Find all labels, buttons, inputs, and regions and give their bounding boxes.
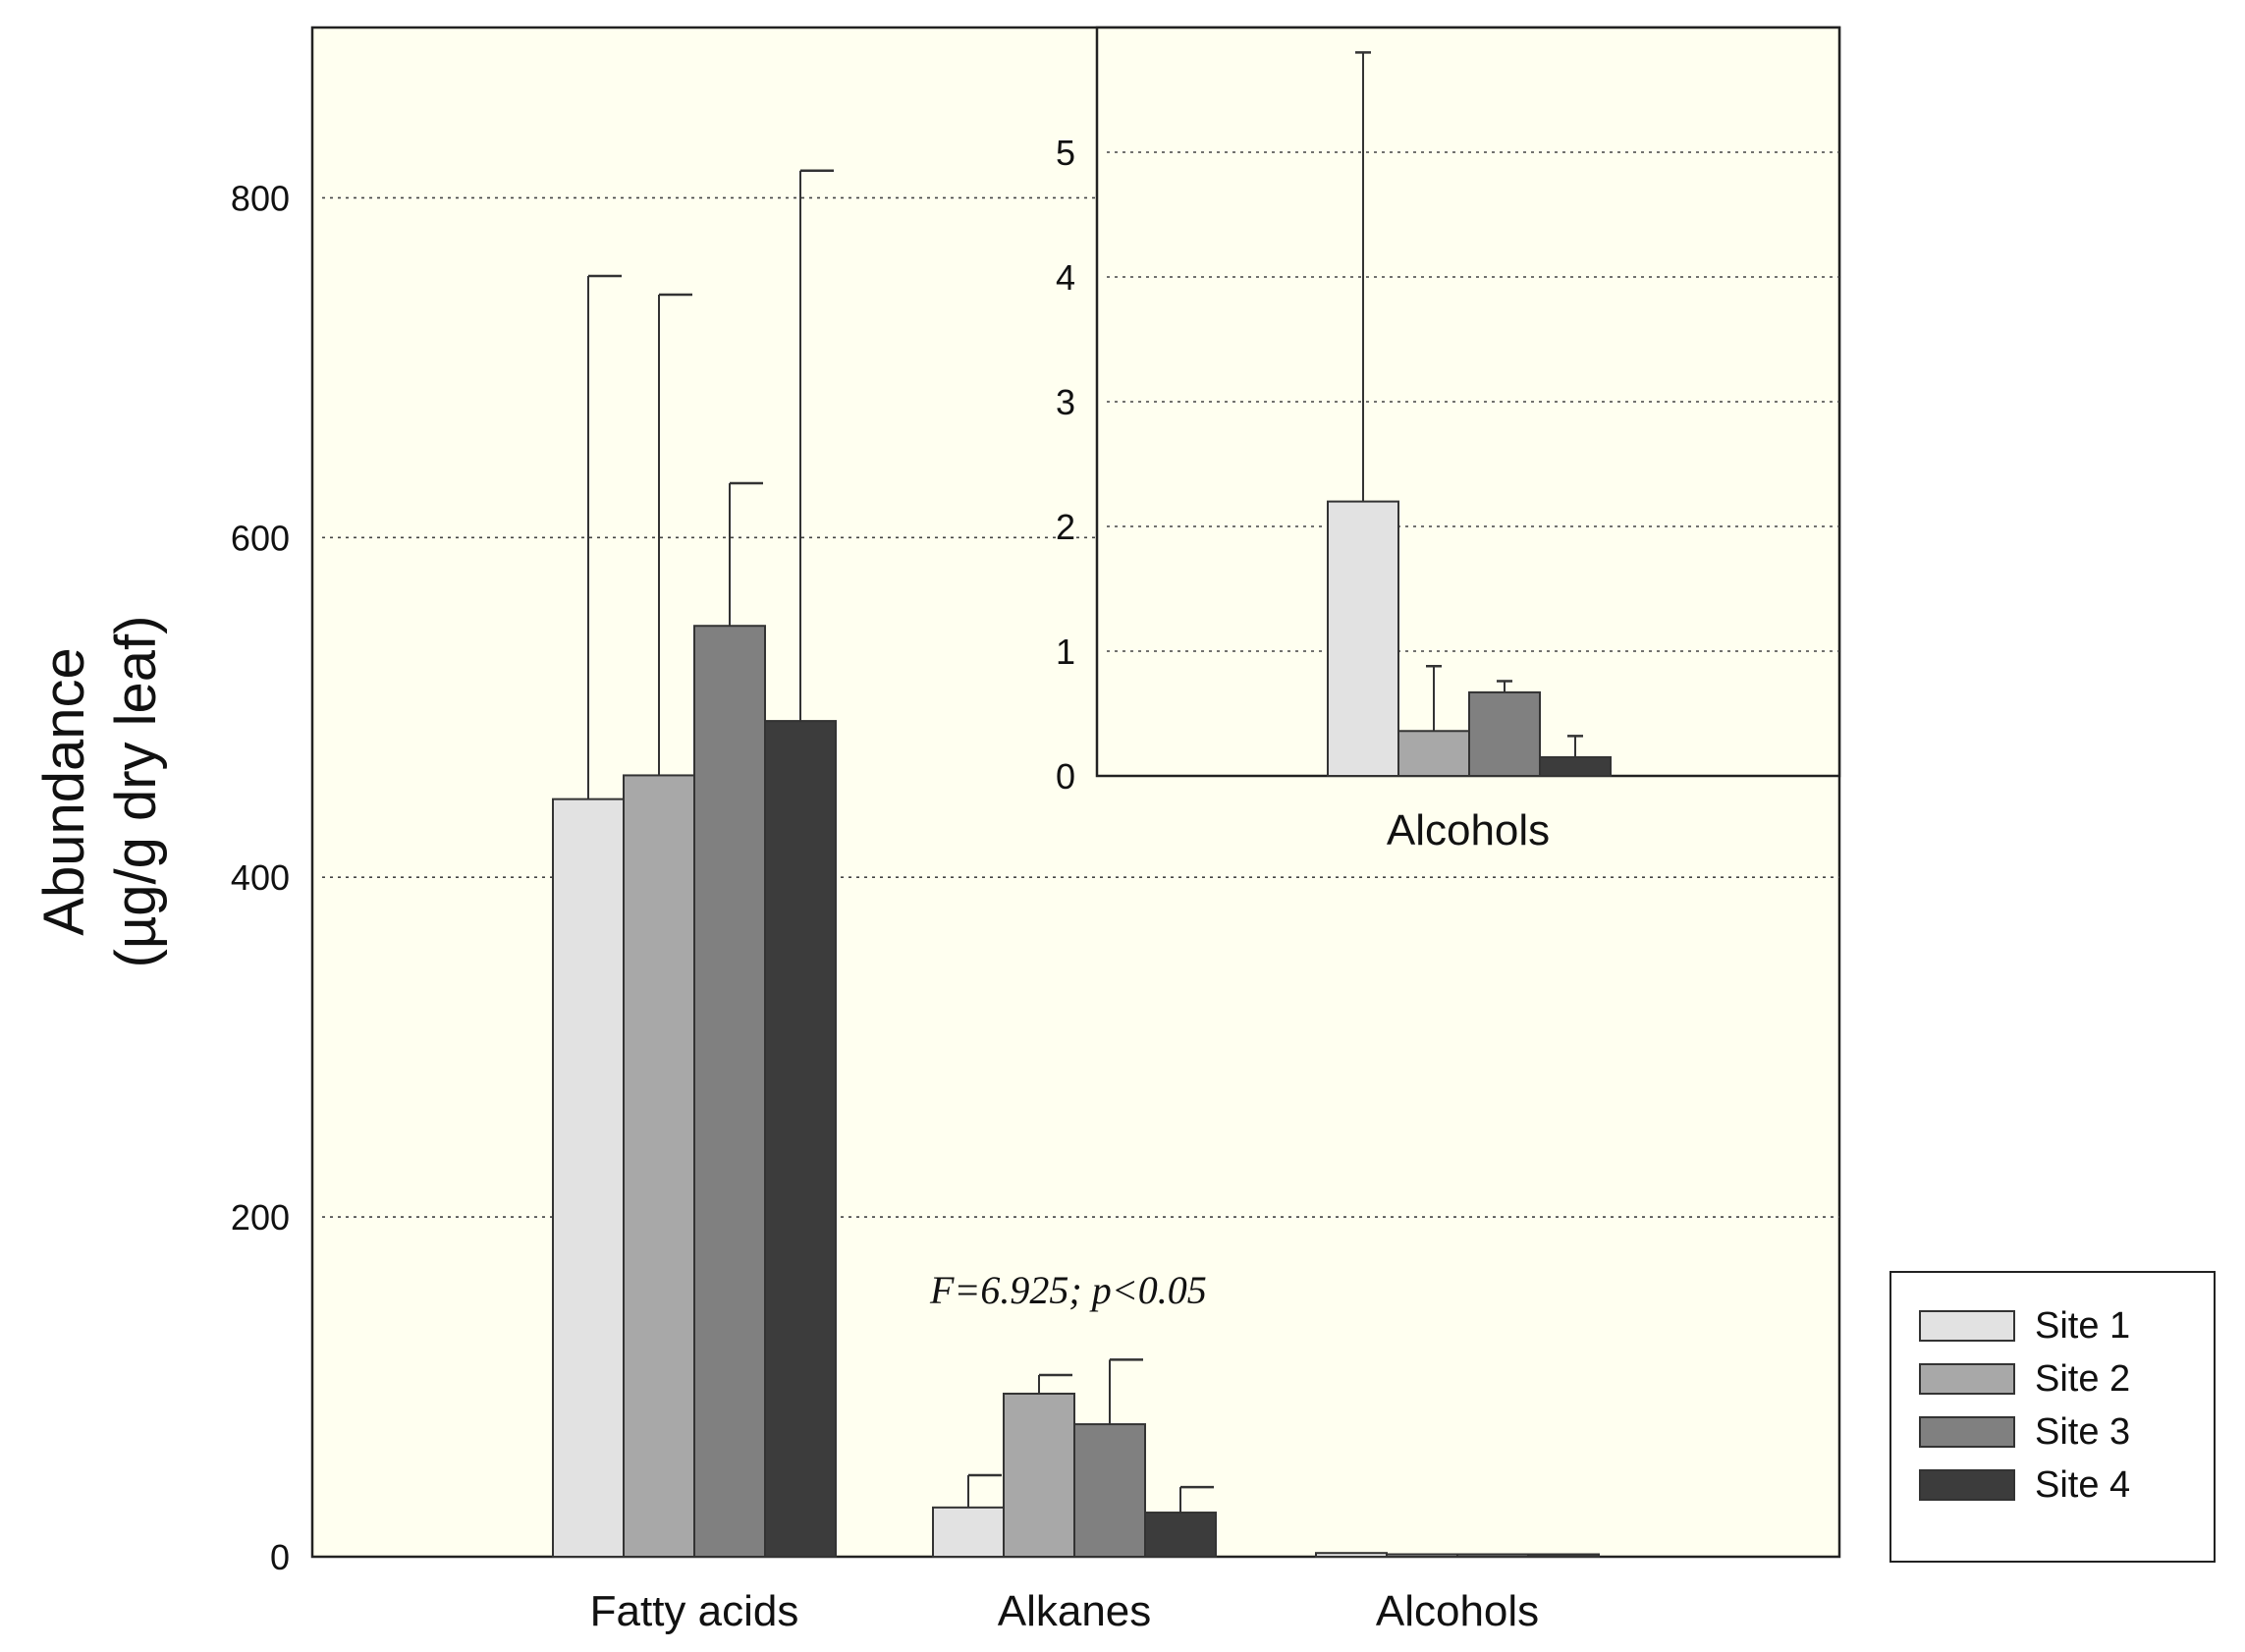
inset-bar-alcohols-site-4	[1539, 755, 1612, 778]
main-error-bars	[587, 169, 1214, 1514]
y-tick-label-400: 400	[231, 857, 290, 898]
y-tick-label-600: 600	[231, 518, 290, 558]
main-y-axis: 0 200 400 600 800	[231, 178, 290, 1577]
inset-error-bars	[1355, 51, 1583, 757]
inset-y-tick-label-2: 2	[1056, 507, 1075, 547]
bar-alcohols-site-2	[1386, 1553, 1458, 1558]
inset-y-tick-label-4: 4	[1056, 257, 1075, 298]
inset-y-tick-label-1: 1	[1056, 632, 1075, 672]
bar-fatty-acids-site-3	[693, 625, 766, 1558]
y-axis-unit: (µg/g dry leaf)	[104, 616, 168, 968]
main-bars	[552, 625, 1600, 1559]
bar-alkanes-site-1	[932, 1506, 1005, 1558]
legend-label-site-2: Site 2	[2035, 1358, 2130, 1400]
main-x-axis: Fatty acids Alkanes Alcohols	[590, 1587, 1540, 1635]
inset-y-tick-label-5: 5	[1056, 133, 1075, 173]
inset-bar-alcohols-site-1	[1327, 500, 1399, 777]
legend: Site 1 Site 2 Site 3 Site 4	[1919, 1305, 2130, 1506]
bar-alcohols-site-1	[1315, 1552, 1388, 1558]
y-tick-label-0: 0	[270, 1537, 290, 1577]
stat-annotation: F=6.925; p<0.05	[929, 1268, 1207, 1312]
inset-x-tick-label: Alcohols	[1387, 806, 1550, 854]
bar-fatty-acids-site-1	[552, 798, 625, 1558]
inset-bars	[1327, 500, 1612, 778]
inset-y-axis: 0 1 2 3 4 5	[1056, 133, 1075, 797]
legend-label-site-3: Site 3	[2035, 1411, 2130, 1453]
legend-swatch-site-2	[1919, 1363, 2015, 1395]
bar-fatty-acids-site-2	[623, 774, 695, 1558]
inset-y-tick-label-3: 3	[1056, 382, 1075, 422]
bar-alcohols-site-3	[1456, 1553, 1529, 1558]
y-axis-label: Abundance	[32, 647, 96, 935]
x-tick-label-alcohols: Alcohols	[1376, 1587, 1539, 1635]
bar-alkanes-site-3	[1073, 1423, 1146, 1558]
inset-bar-alcohols-site-2	[1397, 730, 1470, 778]
legend-label-site-4: Site 4	[2035, 1464, 2130, 1506]
bar-alcohols-site-4	[1527, 1553, 1600, 1558]
x-tick-label-alkanes: Alkanes	[998, 1587, 1152, 1635]
legend-swatch-site-3	[1919, 1416, 2015, 1448]
legend-label-site-1: Site 1	[2035, 1305, 2130, 1347]
legend-swatch-site-1	[1919, 1310, 2015, 1342]
x-tick-label-fatty-acids: Fatty acids	[590, 1587, 799, 1635]
inset-y-tick-label-0: 0	[1056, 756, 1075, 797]
y-tick-label-200: 200	[231, 1197, 290, 1238]
bar-fatty-acids-site-4	[764, 720, 837, 1558]
y-tick-label-800: 800	[231, 178, 290, 218]
bar-alkanes-site-4	[1144, 1512, 1217, 1558]
inset-bar-alcohols-site-3	[1468, 690, 1541, 777]
legend-swatch-site-4	[1919, 1469, 2015, 1501]
bar-alkanes-site-2	[1003, 1392, 1075, 1559]
